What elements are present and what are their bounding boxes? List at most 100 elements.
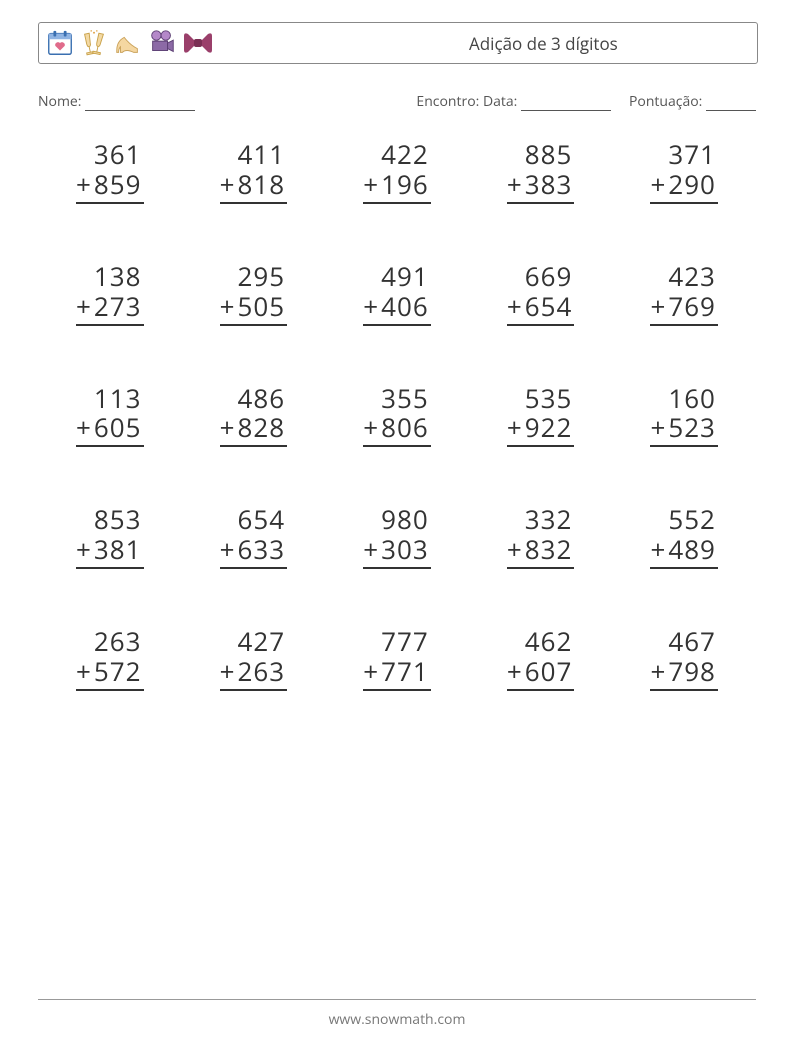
problem: 777+771 xyxy=(325,627,469,691)
addend-bottom: +771 xyxy=(363,657,430,691)
operator: + xyxy=(507,413,525,443)
score-field: Pontuação: xyxy=(629,92,756,111)
addend-bottom-value: 798 xyxy=(668,653,716,689)
bowtie-icon xyxy=(181,28,215,58)
addend-bottom: +605 xyxy=(76,413,143,447)
problem: 467+798 xyxy=(612,627,756,691)
problem: 427+263 xyxy=(182,627,326,691)
addend-bottom: +523 xyxy=(650,413,717,447)
problem: 263+572 xyxy=(38,627,182,691)
name-field: Nome: xyxy=(38,92,195,111)
film-camera-icon xyxy=(147,28,177,58)
addend-bottom: +572 xyxy=(76,657,143,691)
date-label: Encontro: Data: xyxy=(416,92,517,111)
operator: + xyxy=(220,170,238,200)
problem: 295+505 xyxy=(182,262,326,326)
operator: + xyxy=(220,292,238,322)
addition-stack: 486+828 xyxy=(220,384,287,448)
addend-bottom: +769 xyxy=(650,292,717,326)
problem: 423+769 xyxy=(612,262,756,326)
problem: 138+273 xyxy=(38,262,182,326)
addition-stack: 885+383 xyxy=(507,140,574,204)
problem: 332+832 xyxy=(469,505,613,569)
page-footer: www.snowmath.com xyxy=(0,999,794,1029)
addend-bottom-value: 290 xyxy=(668,166,716,202)
addend-bottom: +922 xyxy=(507,413,574,447)
operator: + xyxy=(650,535,668,565)
addend-bottom-value: 818 xyxy=(238,166,286,202)
problem: 491+406 xyxy=(325,262,469,326)
addend-bottom: +383 xyxy=(507,170,574,204)
addition-stack: 980+303 xyxy=(363,505,430,569)
operator: + xyxy=(76,292,94,322)
problem: 113+605 xyxy=(38,384,182,448)
addend-bottom-value: 769 xyxy=(668,288,716,324)
date-field: Encontro: Data: xyxy=(416,92,611,111)
addend-bottom: +633 xyxy=(220,535,287,569)
addend-bottom-value: 263 xyxy=(238,653,286,689)
addend-bottom-value: 832 xyxy=(525,531,573,567)
problem: 486+828 xyxy=(182,384,326,448)
operator: + xyxy=(363,413,381,443)
problem: 654+633 xyxy=(182,505,326,569)
addition-stack: 361+859 xyxy=(76,140,143,204)
problem: 552+489 xyxy=(612,505,756,569)
score-blank[interactable] xyxy=(706,96,756,111)
name-blank[interactable] xyxy=(85,96,195,111)
addend-bottom-value: 383 xyxy=(525,166,573,202)
worksheet-header: Adição de 3 dígitos xyxy=(38,22,758,64)
operator: + xyxy=(650,292,668,322)
problem: 422+196 xyxy=(325,140,469,204)
addend-bottom: +263 xyxy=(220,657,287,691)
worksheet-title: Adição de 3 dígitos xyxy=(469,23,618,63)
addend-bottom: +828 xyxy=(220,413,287,447)
operator: + xyxy=(76,413,94,443)
addition-stack: 777+771 xyxy=(363,627,430,691)
addend-bottom-value: 771 xyxy=(381,653,429,689)
operator: + xyxy=(76,535,94,565)
addend-bottom: +607 xyxy=(507,657,574,691)
addition-stack: 491+406 xyxy=(363,262,430,326)
date-blank[interactable] xyxy=(521,96,611,111)
addend-bottom: +290 xyxy=(650,170,717,204)
addition-stack: 423+769 xyxy=(650,262,717,326)
operator: + xyxy=(507,170,525,200)
footer-url: www.snowmath.com xyxy=(329,1010,466,1029)
addend-bottom-value: 859 xyxy=(94,166,142,202)
addition-stack: 462+607 xyxy=(507,627,574,691)
operator: + xyxy=(650,657,668,687)
addition-stack: 552+489 xyxy=(650,505,717,569)
addition-stack: 332+832 xyxy=(507,505,574,569)
addend-bottom-value: 381 xyxy=(94,531,142,567)
addend-bottom: +798 xyxy=(650,657,717,691)
addend-bottom: +859 xyxy=(76,170,143,204)
addend-bottom: +654 xyxy=(507,292,574,326)
addend-bottom: +832 xyxy=(507,535,574,569)
operator: + xyxy=(363,535,381,565)
addition-stack: 654+633 xyxy=(220,505,287,569)
addition-stack: 263+572 xyxy=(76,627,143,691)
addition-stack: 669+654 xyxy=(507,262,574,326)
operator: + xyxy=(507,657,525,687)
addend-bottom: +489 xyxy=(650,535,717,569)
addition-stack: 355+806 xyxy=(363,384,430,448)
problem: 361+859 xyxy=(38,140,182,204)
addition-stack: 411+818 xyxy=(220,140,287,204)
operator: + xyxy=(650,170,668,200)
problem: 669+654 xyxy=(469,262,613,326)
name-label: Nome: xyxy=(38,92,81,111)
operator: + xyxy=(507,535,525,565)
addend-bottom-value: 303 xyxy=(381,531,429,567)
problem: 462+607 xyxy=(469,627,613,691)
operator: + xyxy=(220,413,238,443)
addend-bottom-value: 633 xyxy=(238,531,286,567)
problem: 535+922 xyxy=(469,384,613,448)
addend-bottom: +303 xyxy=(363,535,430,569)
addend-bottom: +273 xyxy=(76,292,143,326)
addend-bottom-value: 828 xyxy=(238,409,286,445)
addend-bottom: +196 xyxy=(363,170,430,204)
problem: 371+290 xyxy=(612,140,756,204)
operator: + xyxy=(76,170,94,200)
toast-glasses-icon xyxy=(79,28,109,58)
addition-stack: 535+922 xyxy=(507,384,574,448)
